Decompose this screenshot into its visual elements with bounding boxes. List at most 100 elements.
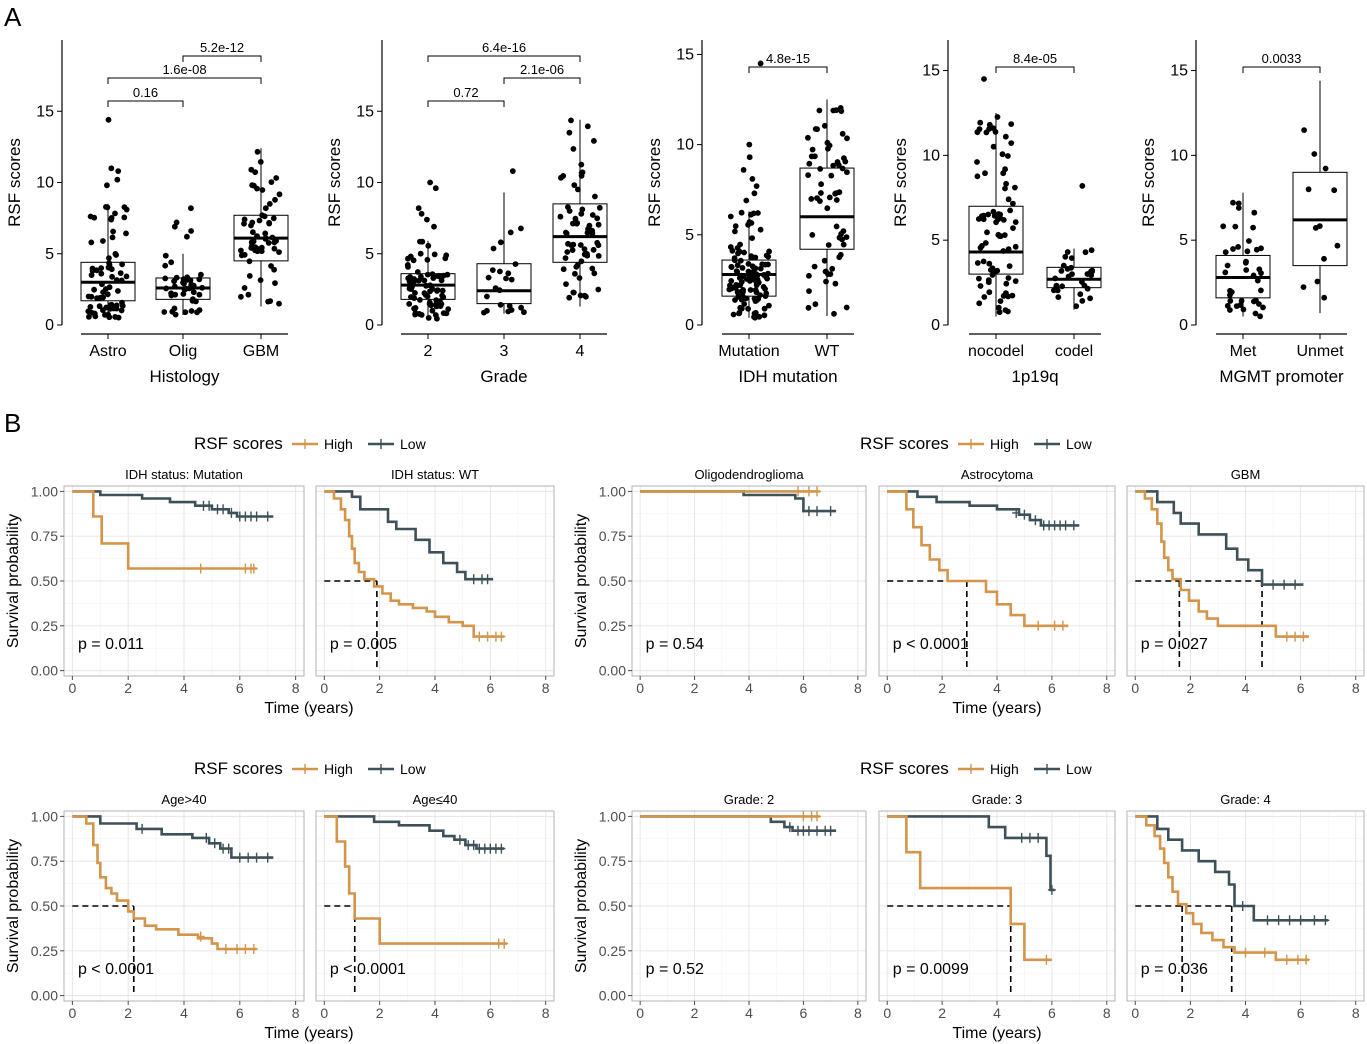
significance-bracket: [427, 55, 581, 62]
x-tick-label: 8: [292, 1005, 300, 1021]
data-point: [843, 234, 850, 241]
y-tick-label: 0.75: [599, 528, 626, 544]
data-point: [991, 212, 998, 219]
data-point: [1058, 268, 1065, 274]
data-point: [578, 258, 585, 265]
y-axis-title: RSF scores: [1139, 138, 1158, 227]
data-point: [411, 278, 418, 284]
x-tick-label: 8: [1352, 680, 1360, 696]
x-tick-label: 2: [124, 680, 132, 696]
y-axis-title: Survival probability: [5, 839, 22, 973]
survival-curve-high: [324, 490, 505, 638]
data-point: [123, 273, 130, 280]
censor-mark-high: [1282, 954, 1291, 965]
censor-mark-high: [497, 631, 506, 642]
data-point: [259, 187, 266, 193]
data-point: [751, 295, 758, 302]
data-point: [1251, 209, 1258, 216]
data-point: [832, 280, 839, 287]
legend-censor-high: [966, 764, 976, 774]
data-point: [766, 248, 772, 255]
data-point: [826, 194, 833, 201]
data-point: [974, 173, 981, 180]
x-tick-label: 4: [180, 680, 188, 696]
data-point: [839, 165, 846, 172]
data-point: [1238, 297, 1245, 304]
data-point: [755, 210, 761, 216]
data-point: [173, 274, 180, 281]
y-axis-title: Survival probability: [5, 514, 22, 648]
data-point: [986, 121, 993, 128]
panel-label-a: A: [4, 2, 22, 32]
censor-mark-low: [1017, 832, 1026, 843]
data-point: [238, 247, 244, 254]
data-point: [190, 282, 197, 289]
x-tick-label: 6: [1048, 680, 1056, 696]
data-point: [1053, 282, 1060, 289]
data-point: [1052, 275, 1058, 282]
data-point: [746, 141, 753, 148]
y-tick-label: 15: [922, 63, 940, 80]
p-value-label: p = 0.027: [1141, 636, 1208, 653]
data-point: [990, 143, 997, 150]
survival-curve-high: [72, 815, 257, 951]
data-point: [184, 274, 191, 281]
significance-label: 0.16: [133, 85, 158, 100]
data-point: [1012, 184, 1018, 191]
data-point: [1002, 166, 1008, 173]
data-point: [412, 310, 419, 316]
strip-label: GBM: [1231, 467, 1261, 482]
data-point: [812, 126, 819, 132]
data-point: [270, 215, 277, 222]
data-point: [749, 235, 755, 242]
x-tick-label: nocodel: [968, 343, 1024, 360]
data-point: [989, 272, 996, 278]
censor-mark-low: [210, 838, 219, 849]
p-value-label: p = 0.036: [1141, 961, 1208, 978]
data-point: [1087, 295, 1093, 302]
legend: RSF scores High Low: [860, 434, 1093, 453]
data-point: [417, 297, 423, 303]
x-tick-label: 2: [376, 680, 384, 696]
significance-bracket: [427, 100, 505, 107]
data-point: [576, 275, 583, 281]
significance-bracket: [182, 55, 262, 62]
data-point: [417, 238, 423, 245]
data-point: [1069, 271, 1075, 277]
data-point: [276, 300, 282, 307]
data-point: [189, 297, 196, 304]
legend-label-high: High: [990, 436, 1019, 452]
box-histology-astro: [80, 116, 136, 321]
data-point: [817, 198, 823, 205]
data-point: [727, 213, 734, 220]
data-point: [739, 265, 746, 271]
x-tick-label: 6: [800, 680, 808, 696]
data-point: [824, 139, 831, 146]
data-point: [980, 258, 987, 265]
x-tick-label: 2: [691, 1005, 699, 1021]
x-tick-label: 0: [1131, 680, 1139, 696]
data-point: [818, 181, 824, 188]
data-point: [1232, 223, 1239, 230]
data-point: [497, 239, 504, 246]
data-point: [404, 262, 411, 268]
legend-censor-low: [376, 764, 386, 774]
y-tick-label: 0.75: [31, 528, 58, 544]
data-point: [412, 290, 418, 296]
data-point: [982, 240, 989, 246]
data-point: [86, 313, 92, 320]
data-point: [433, 303, 440, 310]
data-point: [435, 273, 442, 280]
data-point: [89, 265, 96, 272]
data-point: [1012, 243, 1019, 250]
data-point: [438, 277, 445, 284]
legend-label-low: Low: [400, 761, 427, 777]
data-point: [408, 286, 414, 292]
y-tick-label: 0: [931, 317, 940, 334]
censor-mark-high: [1302, 954, 1311, 965]
data-point: [489, 267, 496, 273]
data-point: [821, 122, 828, 129]
legend-censor-low: [1042, 764, 1052, 774]
legend-title: RSF scores: [860, 759, 949, 778]
data-point: [1222, 249, 1229, 256]
